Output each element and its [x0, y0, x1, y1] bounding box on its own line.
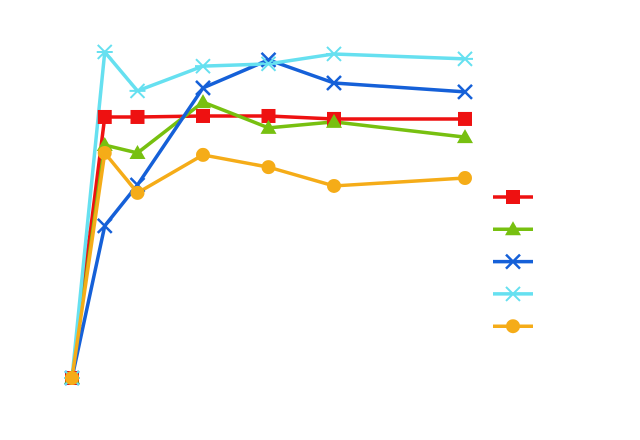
marker-x — [195, 80, 211, 96]
marker-x — [457, 84, 473, 100]
marker-circle — [458, 171, 472, 186]
marker-circle — [130, 185, 145, 200]
marker-circle — [327, 178, 341, 193]
marker-triangle — [457, 129, 473, 144]
marker-square — [97, 109, 112, 124]
marker-circle — [97, 145, 112, 160]
marker-star — [457, 51, 473, 67]
marker-star — [326, 46, 342, 62]
marker-x — [505, 253, 521, 270]
marker-circle — [196, 147, 210, 162]
marker-square — [130, 109, 145, 124]
marker-star — [195, 58, 211, 74]
marker-x — [96, 217, 113, 234]
marker-triangle — [195, 94, 211, 109]
marker-triangle — [326, 113, 342, 128]
series-line — [70, 114, 465, 379]
marker-square — [506, 190, 520, 204]
marker-star — [96, 44, 113, 60]
marker-triangle — [505, 221, 521, 236]
series-line — [70, 100, 466, 379]
series-line — [70, 50, 466, 379]
marker-triangle — [129, 144, 146, 159]
marker-x — [326, 75, 342, 91]
marker-star — [129, 83, 146, 99]
series-line — [70, 151, 466, 379]
marker-square — [261, 108, 276, 123]
marker-triangle — [260, 119, 277, 134]
series-line — [70, 58, 466, 379]
marker-circle — [65, 371, 79, 385]
marker-square — [458, 111, 472, 126]
marker-square — [196, 108, 210, 123]
marker-circle — [506, 319, 520, 334]
marker-star — [505, 286, 521, 302]
marker-circle — [261, 160, 276, 175]
marker-star — [260, 56, 277, 72]
